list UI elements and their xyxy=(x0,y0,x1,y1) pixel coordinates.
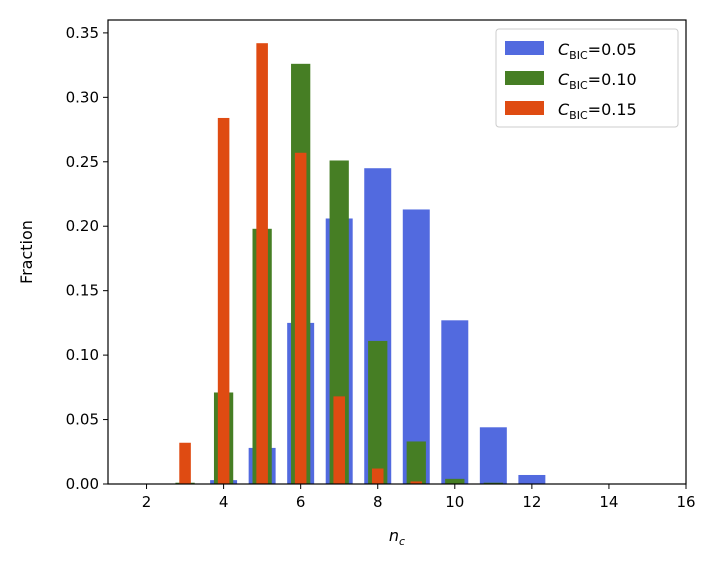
y-tick-label: 0.20 xyxy=(66,217,99,235)
x-tick-label: 2 xyxy=(142,493,152,511)
bar-series3-x8 xyxy=(371,468,384,484)
x-tick-label: 6 xyxy=(296,493,306,511)
y-tick-label: 0.15 xyxy=(66,282,99,300)
legend-label-3: CBIC=0.15 xyxy=(558,100,637,122)
bar-series3-x3 xyxy=(179,442,191,484)
bar-series2-x8 xyxy=(368,340,388,484)
legend-label-1: CBIC=0.05 xyxy=(558,40,637,62)
legend: CBIC=0.05 CBIC=0.10 CBIC=0.15 xyxy=(495,28,679,128)
x-axis-label: nc xyxy=(389,526,405,548)
x-axis-ticks: 2 4 6 8 10 12 14 16 xyxy=(142,484,696,511)
legend-swatch-1 xyxy=(505,41,544,55)
x-tick-label: 8 xyxy=(373,493,383,511)
x-axis-label-sub: c xyxy=(399,535,405,548)
bar-series1-x9 xyxy=(402,209,430,484)
y-tick-label: 0.05 xyxy=(66,411,99,429)
plot-frame xyxy=(107,19,687,485)
y-tick-label: 0.00 xyxy=(66,475,99,493)
bar-series2-x9 xyxy=(406,441,426,484)
bar-series3-x6 xyxy=(294,152,307,484)
bars-layer xyxy=(175,43,546,484)
y-axis-ticks: 0.00 0.05 0.10 0.15 0.20 0.25 0.30 0.35 xyxy=(66,24,108,493)
bar-series2-x11 xyxy=(483,482,503,484)
x-tick-label: 10 xyxy=(445,493,464,511)
legend-label-2: CBIC=0.10 xyxy=(558,70,637,92)
y-tick-label: 0.10 xyxy=(66,346,99,364)
bar-series1-x11 xyxy=(479,427,507,484)
bar-series3-x4 xyxy=(217,117,230,484)
bar-series3-x9 xyxy=(410,481,423,484)
y-tick-label: 0.35 xyxy=(66,24,99,42)
y-tick-label: 0.25 xyxy=(66,153,99,171)
bar-series2-x10 xyxy=(445,478,465,484)
x-tick-label: 4 xyxy=(219,493,229,511)
x-axis-label-main: n xyxy=(389,526,399,545)
y-axis-label: Fraction xyxy=(17,220,36,284)
bar-series3-x7 xyxy=(333,396,345,484)
bar-series1-x12 xyxy=(518,474,546,484)
legend-swatch-2 xyxy=(505,71,544,85)
x-tick-label: 12 xyxy=(522,493,541,511)
x-tick-label: 16 xyxy=(676,493,695,511)
legend-swatch-3 xyxy=(505,101,544,115)
x-tick-label: 14 xyxy=(599,493,618,511)
bar-series3-x5 xyxy=(256,43,268,484)
bar-series1-x10 xyxy=(441,320,469,484)
y-tick-label: 0.30 xyxy=(66,88,99,106)
